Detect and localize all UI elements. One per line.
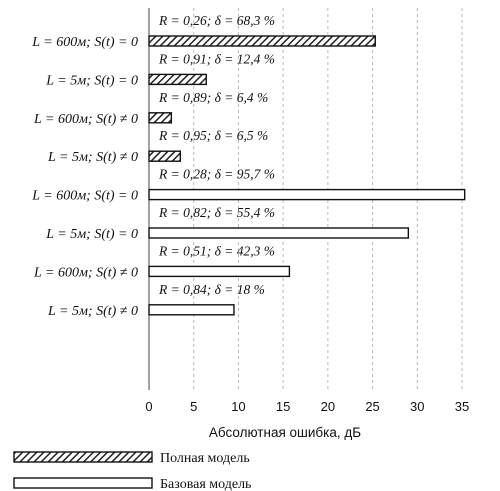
bar-base-6 <box>148 265 291 278</box>
x-tick-25: 25 <box>365 399 379 414</box>
annotation-0: R = 0,26; δ = 68,3 % <box>158 13 275 28</box>
annotation-2: R = 0,89; δ = 6,4 % <box>158 90 268 105</box>
x-axis-label: Абсолютная ошибка, дБ <box>209 425 361 440</box>
bar-full-3 <box>148 150 181 162</box>
category-label-5: L = 5м; S(t) = 0 <box>45 227 138 242</box>
grid-lines <box>148 8 463 390</box>
annotations: R = 0,26; δ = 68,3 % R = 0,91; δ = 12,4 %… <box>158 13 275 297</box>
x-tick-35: 35 <box>455 399 469 414</box>
x-tick-0: 0 <box>145 399 152 414</box>
category-label-7: L = 5м; S(t) ≠ 0 <box>47 304 138 319</box>
legend: Полная модель Базовая модель <box>13 451 251 491</box>
bar-full-1 <box>148 73 207 86</box>
annotation-1: R = 0,91; δ = 12,4 % <box>158 51 275 66</box>
legend-label-1: Базовая модель <box>160 477 251 491</box>
annotation-4: R = 0,28; δ = 95,7 % <box>158 167 275 182</box>
annotation-3: R = 0,95; δ = 6,5 % <box>158 128 268 143</box>
category-label-3: L = 5м; S(t) ≠ 0 <box>47 150 138 165</box>
category-label-2: L = 600м; S(t) ≠ 0 <box>33 112 138 127</box>
bar-full-0 <box>148 35 376 47</box>
bars-group <box>148 35 466 316</box>
legend-swatch-1 <box>13 477 153 489</box>
x-tick-30: 30 <box>410 399 424 414</box>
category-label-4: L = 600м; S(t) = 0 <box>31 189 138 204</box>
category-labels: L = 600м; S(t) = 0 L = 5м; S(t) = 0 L = 60… <box>31 35 138 319</box>
bar-full-2 <box>148 112 173 124</box>
x-tick-10: 10 <box>231 399 245 414</box>
x-tick-labels: 0 5 10 15 20 25 30 35 <box>145 399 469 414</box>
annotation-7: R = 0,84; δ = 18 % <box>158 282 265 297</box>
annotation-6: R = 0,51; δ = 42,3 % <box>158 243 275 258</box>
bar-base-7 <box>148 304 235 316</box>
category-label-1: L = 5м; S(t) = 0 <box>45 73 138 88</box>
annotation-5: R = 0,82; δ = 55,4 % <box>158 205 275 220</box>
x-tick-20: 20 <box>321 399 335 414</box>
legend-label-0: Полная модель <box>160 451 250 466</box>
bar-base-4 <box>148 188 466 201</box>
x-tick-15: 15 <box>276 399 290 414</box>
x-tick-5: 5 <box>190 399 197 414</box>
legend-swatch-0 <box>13 451 153 463</box>
bar-base-5 <box>148 227 410 239</box>
category-label-6: L = 600м; S(t) ≠ 0 <box>33 265 138 280</box>
category-label-0: L = 600м; S(t) = 0 <box>31 35 138 50</box>
